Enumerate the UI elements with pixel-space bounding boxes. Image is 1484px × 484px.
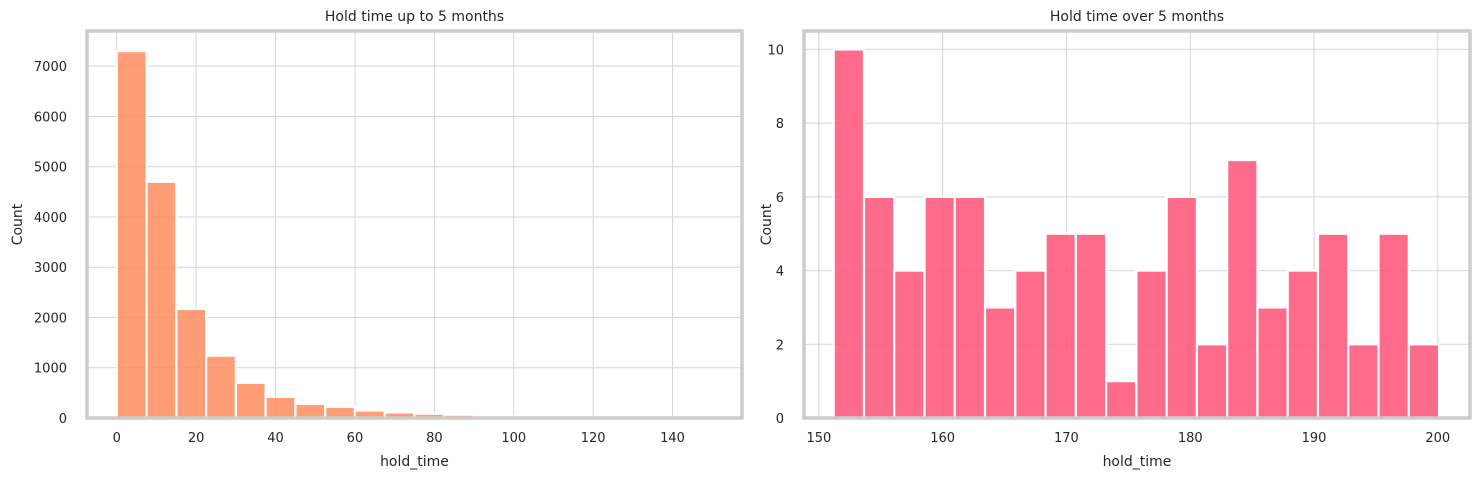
histogram-bar: [1286, 269, 1320, 420]
y-tick-label: 10: [767, 43, 784, 58]
x-tick-label: 20: [188, 431, 205, 446]
y-tick-label: 1000: [34, 362, 67, 377]
histogram-bar: [862, 195, 896, 420]
chart-title: Hold time over 5 months: [1050, 9, 1224, 25]
right-histogram: 150 160 170 180 190 200 0 2 4 6 8 10 Hold time over …: [759, 9, 1472, 470]
histogram-bar: [1195, 343, 1229, 420]
x-tick-label: 190: [1302, 431, 1327, 446]
histogram-bar: [1347, 343, 1380, 420]
x-tick-label: 0: [113, 431, 121, 446]
y-tick-label: 5000: [34, 161, 67, 176]
x-tick-label: 60: [347, 431, 364, 446]
histogram-bar: [983, 306, 1017, 420]
x-tick-label: 150: [806, 431, 831, 446]
y-tick-label: 6: [776, 191, 784, 206]
histogram-bar: [893, 269, 926, 420]
plot-frame: [802, 29, 1472, 420]
histogram-bar: [1135, 269, 1168, 420]
histogram-bar: [1165, 195, 1199, 420]
y-tick-label: 8: [776, 117, 784, 132]
x-axis-label: hold_time: [1103, 454, 1172, 470]
histogram-bar: [264, 395, 297, 420]
y-tick-label: 7000: [34, 60, 67, 75]
x-tick-label: 160: [930, 431, 955, 446]
x-tick-label: 180: [1178, 431, 1203, 446]
histogram-bar: [1014, 269, 1047, 420]
x-tick-label: 200: [1425, 431, 1450, 446]
histogram-bar: [1044, 232, 1077, 420]
histogram-bar: [234, 381, 267, 420]
y-tick-label: 2: [776, 338, 784, 353]
x-tick-label: 140: [660, 431, 685, 446]
histogram-bar: [204, 354, 237, 420]
histogram-bar: [953, 195, 987, 420]
y-tick-label: 0: [59, 412, 67, 427]
y-axis-label: Count: [10, 203, 26, 245]
y-axis-label: Count: [759, 203, 775, 245]
histogram-bar: [1105, 380, 1138, 420]
y-tick-label: 0: [776, 412, 784, 427]
x-tick-label: 120: [581, 431, 606, 446]
y-tick-label: 2000: [34, 311, 67, 326]
x-axis-label: hold_time: [380, 454, 449, 470]
y-tick-label: 6000: [34, 110, 67, 125]
histogram-bar: [115, 50, 148, 420]
histogram-bar: [1226, 158, 1259, 420]
x-tick-label: 170: [1054, 431, 1079, 446]
histogram-bar: [1407, 343, 1441, 420]
left-histogram: 0 20 40 60 80 100 120 140 0 1000 2000 3000 4000 5000 6…: [10, 9, 744, 470]
histogram-bar: [832, 48, 866, 420]
y-tick-label: 4: [776, 265, 784, 280]
histogram-bar: [1316, 232, 1350, 420]
y-tick-label: 4000: [34, 211, 67, 226]
histogram-bar: [923, 195, 956, 420]
x-tick-label: 100: [501, 431, 526, 446]
plot-frame: [85, 29, 744, 420]
histogram-bar: [294, 402, 327, 420]
x-tick-label: 80: [426, 431, 443, 446]
x-tick-label: 40: [267, 431, 284, 446]
histogram-bar: [1377, 232, 1410, 420]
y-tick-label: 3000: [34, 261, 67, 276]
histogram-bar: [1256, 306, 1289, 420]
chart-title: Hold time up to 5 months: [325, 9, 504, 25]
histogram-bar: [175, 307, 208, 420]
histogram-bar: [145, 180, 178, 420]
histogram-bar: [1074, 232, 1108, 420]
